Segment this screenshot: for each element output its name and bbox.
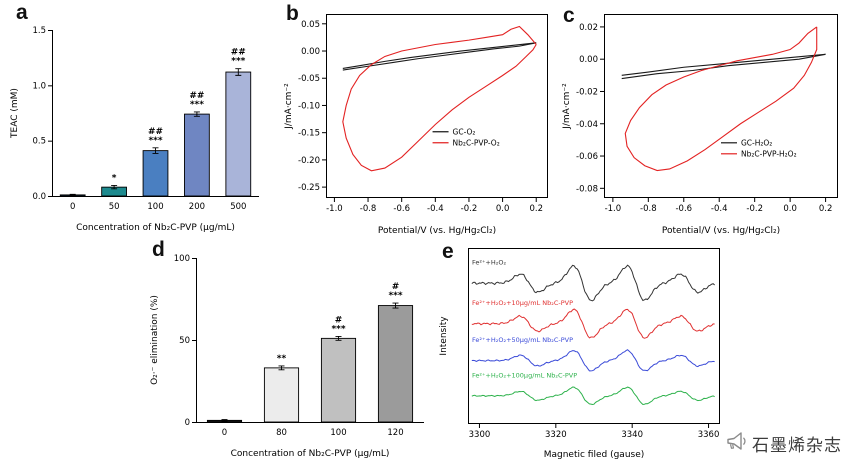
panel-c-plot xyxy=(558,4,846,238)
panel-a: a xyxy=(6,1,268,236)
panel-e: e xyxy=(436,240,728,462)
panel-b-letter: b xyxy=(286,2,299,25)
panel-c: c xyxy=(558,4,846,238)
panel-a-plot xyxy=(6,4,268,236)
panel-e-plot xyxy=(436,240,728,462)
panel-c-letter: c xyxy=(563,4,575,27)
panel-b-plot xyxy=(280,4,556,238)
panel-d: d xyxy=(146,238,436,462)
panel-e-letter: e xyxy=(442,240,454,263)
watermark: 石墨烯杂志 xyxy=(725,429,842,458)
panel-a-letter: a xyxy=(16,1,28,24)
panel-d-plot xyxy=(146,240,436,462)
panel-d-letter: d xyxy=(152,238,165,261)
megaphone-icon xyxy=(725,429,749,458)
watermark-text: 石墨烯杂志 xyxy=(752,436,842,455)
panel-b: b xyxy=(280,2,556,238)
